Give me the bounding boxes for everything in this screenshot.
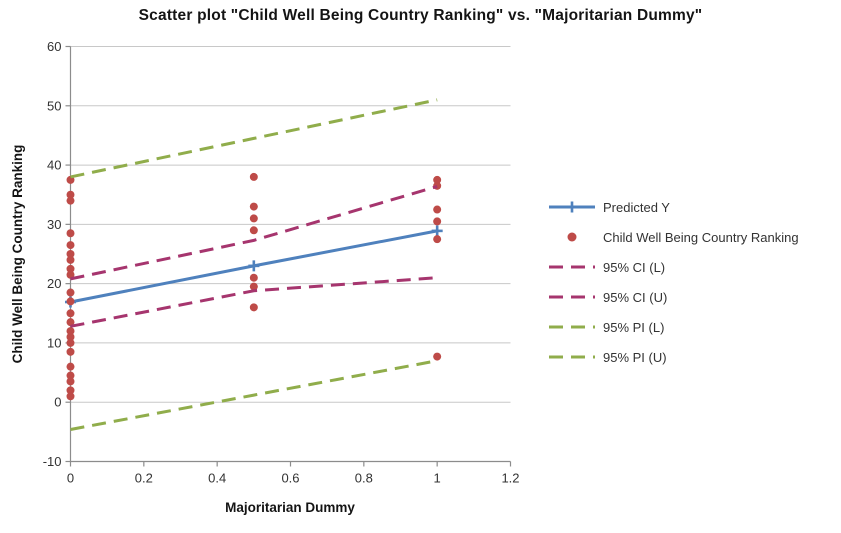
scatter-point bbox=[433, 235, 442, 244]
scatter-point bbox=[249, 282, 258, 291]
scatter-point bbox=[66, 190, 75, 199]
series-95-pi-u bbox=[70, 98, 438, 179]
y-tick-label: 20 bbox=[47, 276, 61, 291]
x-tick-label: 0.2 bbox=[135, 471, 153, 486]
scatter-point bbox=[249, 172, 258, 181]
series-line bbox=[70, 98, 438, 179]
legend-item-95-ci-u: 95% CI (U) bbox=[548, 282, 799, 312]
legend-item-95-pi-l: 95% PI (L) bbox=[548, 312, 799, 342]
scatter-point bbox=[66, 377, 75, 386]
scatter-point bbox=[66, 196, 75, 205]
x-tick-label: 1 bbox=[434, 471, 441, 486]
scatter-point bbox=[249, 303, 258, 312]
scatter-point bbox=[66, 255, 75, 264]
legend-line-marker bbox=[549, 295, 595, 299]
legend: Predicted Y Child Well Being Country Rank… bbox=[548, 192, 799, 372]
legend-item-95-ci-l: 95% CI (L) bbox=[548, 252, 799, 282]
y-axis-title: Child Well Being Country Ranking bbox=[10, 145, 25, 364]
y-tick-label: 60 bbox=[47, 39, 61, 54]
x-tick-label: 0.8 bbox=[355, 471, 373, 486]
series-line bbox=[70, 276, 438, 328]
legend-line-marker bbox=[549, 201, 595, 213]
x-tick-label: 0.4 bbox=[208, 471, 226, 486]
series-child-well-being-country-ranking bbox=[66, 172, 442, 401]
legend-label: Predicted Y bbox=[603, 199, 670, 215]
scatter-point bbox=[66, 362, 75, 371]
scatter-point bbox=[66, 371, 75, 380]
x-tick-label: 0.6 bbox=[281, 471, 299, 486]
legend-dot bbox=[567, 232, 577, 242]
chart-title: Scatter plot "Child Well Being Country R… bbox=[138, 7, 703, 24]
scatter-point bbox=[66, 288, 75, 297]
y-tick-label: 30 bbox=[47, 217, 61, 232]
scatter-point bbox=[249, 273, 258, 282]
x-axis-title: Majoritarian Dummy bbox=[225, 500, 355, 515]
scatter-point bbox=[66, 392, 75, 401]
legend-label: 95% PI (U) bbox=[603, 349, 667, 365]
legend-dot-marker bbox=[567, 232, 577, 242]
legend-line-marker bbox=[549, 265, 595, 269]
legend-label: 95% CI (L) bbox=[603, 259, 666, 275]
legend-item-95-pi-u: 95% PI (U) bbox=[548, 342, 799, 372]
scatter-point bbox=[66, 297, 75, 306]
scatter-point bbox=[249, 202, 258, 211]
scatter-point bbox=[433, 205, 442, 214]
scatter-point bbox=[433, 352, 442, 361]
y-tick-label: 10 bbox=[47, 335, 61, 350]
scatter-point bbox=[433, 217, 442, 226]
scatter-point bbox=[66, 309, 75, 318]
legend-label: Child Well Being Country Ranking bbox=[603, 229, 799, 245]
series-predicted-y bbox=[65, 225, 443, 308]
gridlines bbox=[70, 46, 511, 462]
scatter-point bbox=[433, 175, 442, 184]
scatter-point bbox=[66, 338, 75, 347]
y-tick-label: 50 bbox=[47, 98, 61, 113]
series-95-ci-l bbox=[70, 276, 438, 328]
scatter-point bbox=[66, 333, 75, 341]
scatter-point bbox=[66, 241, 75, 250]
legend-label: 95% PI (L) bbox=[603, 319, 665, 335]
legend-label: 95% CI (U) bbox=[603, 289, 668, 305]
legend-line-marker bbox=[549, 355, 595, 359]
scatter-point bbox=[249, 214, 258, 223]
series-line bbox=[70, 184, 438, 281]
series bbox=[65, 98, 443, 431]
y-tick-label: 0 bbox=[54, 395, 61, 410]
scatter-point bbox=[66, 386, 75, 395]
scatter-point bbox=[66, 318, 75, 327]
scatter-point bbox=[249, 226, 258, 235]
legend-item-predicted-y: Predicted Y bbox=[548, 192, 799, 222]
y-tick-label: 40 bbox=[47, 158, 61, 173]
legend-line-marker bbox=[549, 325, 595, 329]
series-95-ci-u bbox=[70, 184, 438, 281]
x-tick-label: 1.2 bbox=[501, 471, 519, 486]
scatter-point bbox=[66, 250, 75, 258]
scatter-point bbox=[66, 264, 75, 273]
scatter-point bbox=[66, 229, 75, 238]
x-tick-label: 0 bbox=[67, 471, 74, 486]
scatter-point bbox=[66, 270, 75, 279]
series-line bbox=[70, 359, 438, 431]
scatter-point bbox=[66, 327, 75, 336]
y-tick-label: -10 bbox=[43, 454, 62, 469]
series-95-pi-l bbox=[70, 359, 438, 431]
scatter-point bbox=[66, 347, 75, 356]
legend-item-child-well-being-country-ranking: Child Well Being Country Ranking bbox=[548, 222, 799, 252]
